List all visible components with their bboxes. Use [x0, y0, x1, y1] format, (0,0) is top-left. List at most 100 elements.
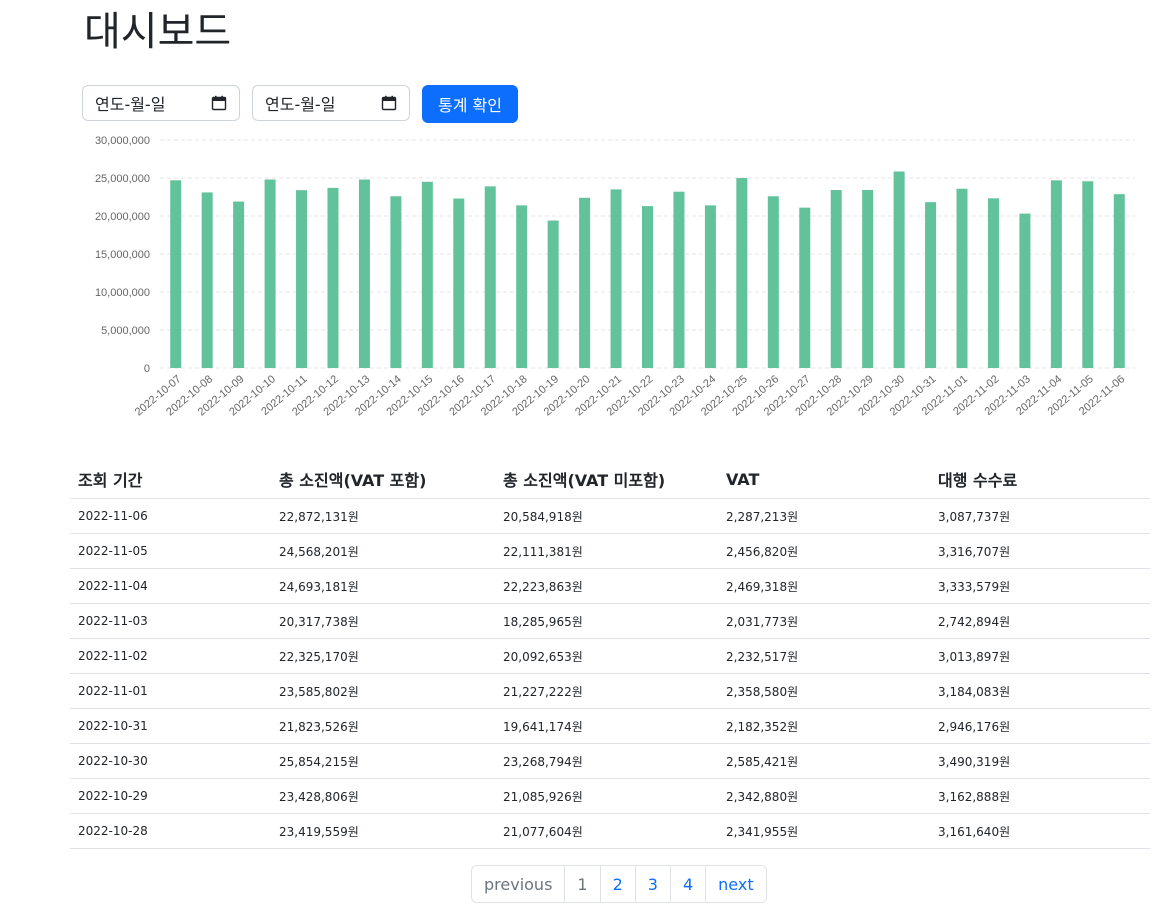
table-cell: 2,742,894원 [930, 603, 1150, 639]
table-cell: 2,341,955원 [718, 813, 930, 849]
page-title: 대시보드 [84, 9, 232, 55]
page-2-button[interactable]: 2 [599, 866, 635, 902]
calendar-icon[interactable] [381, 95, 397, 111]
table-cell: 3,333,579원 [930, 568, 1150, 604]
bar [1019, 213, 1031, 368]
table-cell: 23,419,559원 [271, 813, 495, 849]
bar [893, 171, 905, 368]
previous-page-button[interactable]: previous [472, 866, 565, 902]
table-row: 2022-10-29 23,428,806원 21,085,926원 2,342,88… [70, 778, 1150, 814]
daily-spend-bar-chart: 0 5,000,000 10,000,000 15,000,000 20,000,000… [95, 135, 1135, 418]
bar [390, 196, 402, 368]
column-header: VAT [718, 460, 930, 499]
bar [358, 179, 370, 368]
bar [1050, 180, 1062, 368]
table-cell: 18,285,965원 [495, 603, 718, 639]
bar [201, 192, 213, 368]
bar [799, 207, 811, 368]
start-date-input[interactable]: 연도-월-일 [82, 85, 240, 121]
table-cell: 2,358,580원 [718, 673, 930, 709]
table-cell: 21,227,222원 [495, 673, 718, 709]
table-cell: 2,946,176원 [930, 708, 1150, 744]
next-page-button[interactable]: next [705, 866, 766, 902]
bar [453, 198, 465, 368]
y-tick-label: 20,000,000 [95, 211, 150, 223]
table-row: 2022-11-05 24,568,201원 22,111,381원 2,456,82… [70, 533, 1150, 569]
view-stats-button[interactable]: 통계 확인 [422, 85, 518, 123]
table-row: 2022-11-03 20,317,738원 18,285,965원 2,031,77… [70, 603, 1150, 639]
table-cell: 24,693,181원 [271, 568, 495, 604]
table-cell: 2,585,421원 [718, 743, 930, 779]
page-4-button[interactable]: 4 [669, 866, 706, 902]
table-cell: 2022-11-06 [70, 498, 271, 534]
bar [264, 179, 276, 368]
bar [233, 201, 245, 368]
table-cell: 21,085,926원 [495, 778, 718, 814]
table-row: 2022-11-04 24,693,181원 22,223,863원 2,469,31… [70, 568, 1150, 604]
table-cell: 20,317,738원 [271, 603, 495, 639]
column-header: 총 소진액(VAT 미포함) [495, 460, 718, 499]
table-cell: 2,182,352원 [718, 708, 930, 744]
table-cell: 2022-10-30 [70, 743, 271, 779]
table-cell: 22,111,381원 [495, 533, 718, 569]
table-cell: 2022-10-29 [70, 778, 271, 814]
table-cell: 22,872,131원 [271, 498, 495, 534]
column-header: 총 소진액(VAT 포함) [271, 460, 495, 499]
column-header: 대행 수수료 [930, 460, 1150, 499]
stats-table: 조회 기간 총 소진액(VAT 포함) 총 소진액(VAT 미포함) VAT 대행 수수… [70, 460, 1150, 849]
table-cell: 19,641,174원 [495, 708, 718, 744]
bar [830, 190, 842, 368]
table-cell: 21,823,526원 [271, 708, 495, 744]
y-tick-label: 15,000,000 [95, 249, 150, 261]
table-cell: 25,854,215원 [271, 743, 495, 779]
bar [1082, 181, 1094, 368]
y-tick-label: 10,000,000 [95, 287, 150, 299]
table-cell: 2022-10-31 [70, 708, 271, 744]
pagination: previous 1 2 3 4 next [471, 865, 767, 903]
table-cell: 22,325,170원 [271, 638, 495, 674]
bar [673, 191, 685, 368]
bar [736, 178, 748, 368]
page-1-button[interactable]: 1 [564, 866, 600, 902]
y-tick-label: 30,000,000 [95, 135, 150, 147]
table-cell: 2022-11-05 [70, 533, 271, 569]
table-cell: 23,585,802원 [271, 673, 495, 709]
table-cell: 2,456,820원 [718, 533, 930, 569]
table-cell: 2,031,773원 [718, 603, 930, 639]
table-cell: 20,092,653원 [495, 638, 718, 674]
bar [296, 190, 308, 368]
table-cell: 2,232,517원 [718, 638, 930, 674]
bar [170, 180, 182, 368]
start-date-placeholder: 연도-월-일 [95, 95, 166, 114]
table-cell: 2022-11-01 [70, 673, 271, 709]
table-cell: 3,162,888원 [930, 778, 1150, 814]
table-cell: 3,490,319원 [930, 743, 1150, 779]
y-tick-label: 25,000,000 [95, 173, 150, 185]
bar [767, 196, 779, 368]
calendar-icon[interactable] [211, 95, 227, 111]
bar [579, 197, 591, 368]
table-cell: 3,161,640원 [930, 813, 1150, 849]
bar [327, 187, 339, 368]
table-row: 2022-11-01 23,585,802원 21,227,222원 2,358,58… [70, 673, 1150, 709]
page-3-button[interactable]: 3 [634, 866, 670, 902]
bar [421, 181, 433, 368]
table-row: 2022-10-31 21,823,526원 19,641,174원 2,182,35… [70, 708, 1150, 744]
table-cell: 2022-11-03 [70, 603, 271, 639]
bar [862, 189, 874, 368]
table-cell: 2022-11-02 [70, 638, 271, 674]
table-row: 2022-11-06 22,872,131원 20,584,918원 2,287,21… [70, 498, 1150, 534]
y-tick-label: 5,000,000 [101, 325, 150, 337]
table-cell: 2,287,213원 [718, 498, 930, 534]
end-date-input[interactable]: 연도-월-일 [252, 85, 410, 121]
bar [1113, 194, 1125, 368]
table-cell: 3,087,737원 [930, 498, 1150, 534]
table-cell: 3,316,707원 [930, 533, 1150, 569]
bar [547, 220, 559, 368]
table-cell: 2,469,318원 [718, 568, 930, 604]
table-cell: 24,568,201원 [271, 533, 495, 569]
table-cell: 22,223,863원 [495, 568, 718, 604]
table-cell: 3,184,083원 [930, 673, 1150, 709]
bar [484, 186, 496, 368]
table-row: 2022-10-30 25,854,215원 23,268,794원 2,585,42… [70, 743, 1150, 779]
